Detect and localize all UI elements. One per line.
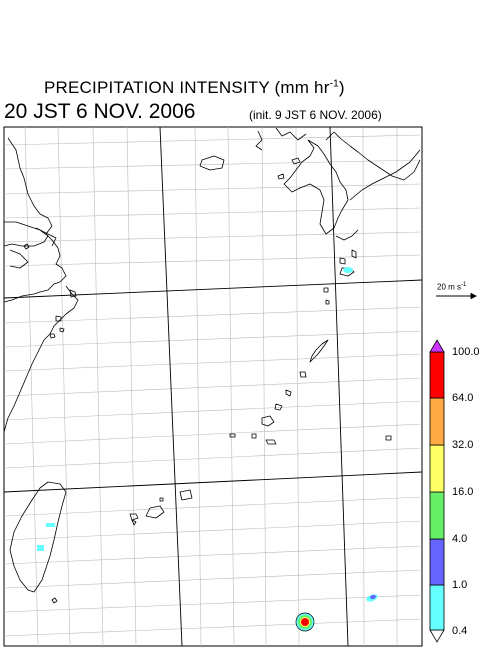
colorbar-tick-label: 100.0 bbox=[452, 346, 480, 358]
colorbar bbox=[429, 339, 445, 643]
colorbar-bin bbox=[429, 584, 445, 631]
colorbar-tick-label: 0.4 bbox=[452, 625, 468, 637]
colorbar-tick-label: 64.0 bbox=[452, 392, 474, 404]
map-frame bbox=[3, 126, 423, 647]
colorbar-bin bbox=[429, 491, 445, 540]
precipitation-patches bbox=[37, 267, 378, 632]
vector-reference-arrow bbox=[436, 292, 478, 300]
fine-grid bbox=[3, 126, 423, 647]
rain-cell bbox=[343, 267, 353, 273]
colorbar-tick-label: 1.0 bbox=[452, 579, 468, 591]
rain-cell bbox=[46, 523, 55, 527]
colorbar-tick-label: 32.0 bbox=[452, 439, 474, 451]
colorbar-bin bbox=[429, 444, 445, 493]
init-time: (init. 9 JST 6 NOV. 2006) bbox=[249, 108, 382, 122]
rain-cell bbox=[37, 545, 44, 551]
colorbar-bin bbox=[429, 538, 445, 586]
rain-cell bbox=[370, 594, 376, 600]
colorbar-bin bbox=[429, 397, 445, 446]
coastlines bbox=[3, 127, 421, 604]
major-grid bbox=[3, 126, 423, 647]
colorbar-tick-label: 4.0 bbox=[452, 533, 468, 545]
rain-cell bbox=[301, 618, 309, 626]
colorbar-tick-label: 16.0 bbox=[452, 486, 474, 498]
valid-time: 20 JST 6 NOV. 2006 bbox=[4, 100, 196, 123]
vector-reference-label: 20 m s-1 bbox=[437, 282, 467, 292]
colorbar-bin bbox=[429, 351, 445, 399]
colorbar-over-triangle bbox=[429, 339, 445, 353]
colorbar-under-triangle bbox=[429, 629, 445, 643]
map-title: PRECIPITATION INTENSITY (mm hr-1) bbox=[44, 78, 345, 97]
